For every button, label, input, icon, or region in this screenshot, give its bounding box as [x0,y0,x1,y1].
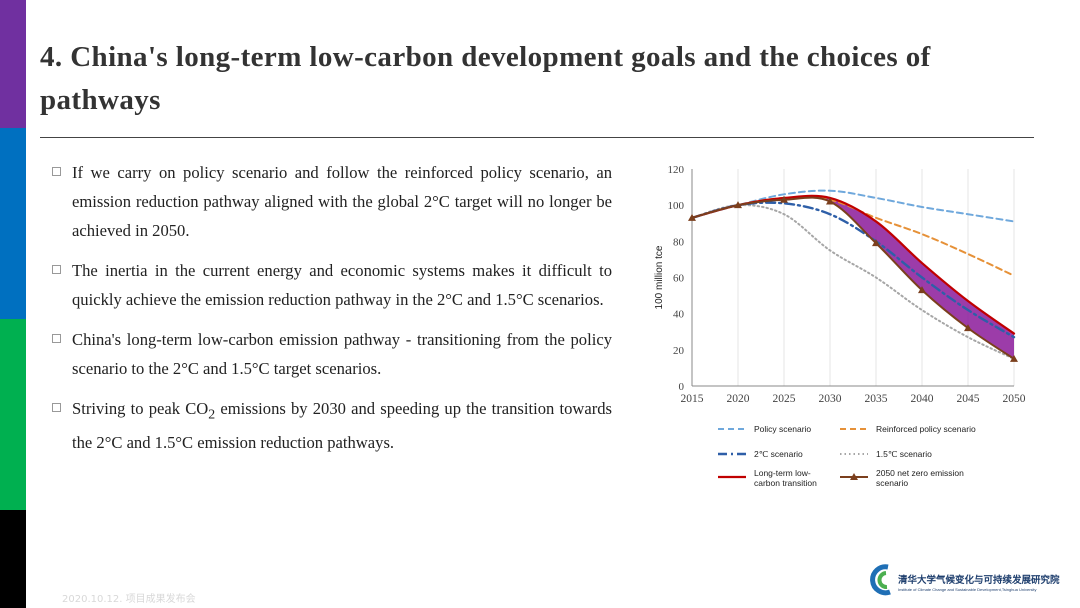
legend-label: 2050 net zero emission scenario [876,468,964,488]
bullet-item: China's long-term low-carbon emission pa… [52,325,612,383]
legend-label: Policy scenario [754,424,811,434]
y-tick-label: 40 [673,309,685,321]
accent-bar-green [0,319,26,510]
series-line [691,204,1015,360]
footer-date-event: 2020.10.12. 项目成果发布会 [62,594,196,605]
accent-bar-black [0,510,26,608]
y-tick-label: 0 [679,381,685,393]
bullet-text: Striving to peak CO [72,399,209,418]
title-divider [40,137,1034,138]
bullet-text: emissions by 2030 and speeding up the tr… [72,399,612,453]
legend-label-line: Long-term low- [754,468,811,478]
slide-title: 4. China's long-term low-carbon developm… [40,41,931,116]
institute-logo: 清华大学气候变化与可持续发展研究院 Institute of Climate C… [866,560,1074,600]
series-line [691,196,1015,360]
data-point-marker [780,195,788,203]
bullet-text: The inertia in the current energy and ec… [72,261,612,309]
y-tick-label: 100 [668,200,685,212]
x-tick-label: 2030 [819,393,842,405]
legend-label-line: 2050 net zero emission [876,468,964,478]
data-point-marker [964,324,972,332]
x-tick-label: 2050 [1003,393,1026,405]
bullet-item: Striving to peak CO2 emissions by 2030 a… [52,394,612,457]
bullet-item: If we carry on policy scenario and follo… [52,158,612,245]
institute-emblem-icon [870,564,891,596]
bullet-subscript: 2 [208,406,216,422]
data-point-marker [918,286,926,294]
bullet-text: If we carry on policy scenario and follo… [72,163,612,240]
bullet-text: China's long-term low-carbon emission pa… [72,330,612,378]
data-point-marker [688,213,696,221]
institute-name-cn: 清华大学气候变化与可持续发展研究院 [898,575,1060,586]
legend-label: Long-term low-carbon transition [754,468,817,488]
legend-label: Reinforced policy scenario [876,424,976,434]
data-point-marker [1010,354,1018,362]
x-tick-label: 2020 [727,393,750,405]
legend-label-line: scenario [876,478,908,488]
bullet-list: If we carry on policy scenario and follo… [52,158,612,468]
x-tick-label: 2045 [957,393,980,405]
x-tick-label: 2025 [773,393,796,405]
data-point-marker [734,201,742,209]
legend-marker [850,473,858,480]
y-tick-label: 80 [673,236,685,248]
y-tick-label: 20 [673,345,685,357]
bullet-marker-icon [52,334,61,343]
accent-bar-purple [0,0,26,128]
data-point-marker [826,197,834,205]
bullet-item: The inertia in the current energy and ec… [52,256,612,314]
legend-label: 1.5℃ scenario [876,449,932,459]
accent-bar-blue [0,128,26,319]
legend-label: 2℃ scenario [754,449,803,459]
x-tick-label: 2015 [681,393,704,405]
institute-name-en: Institute of Climate Change and Sustaina… [898,587,1037,592]
legend-label-line: carbon transition [754,478,817,488]
data-point-marker [872,239,880,247]
y-tick-label: 60 [673,273,685,285]
y-tick-label: 120 [668,164,685,176]
x-tick-label: 2040 [911,393,934,405]
bullet-marker-icon [52,167,61,176]
x-tick-label: 2035 [865,393,888,405]
bullet-marker-icon [52,265,61,274]
bullet-marker-icon [52,403,61,412]
y-axis-label: 100 million tce [654,245,665,309]
